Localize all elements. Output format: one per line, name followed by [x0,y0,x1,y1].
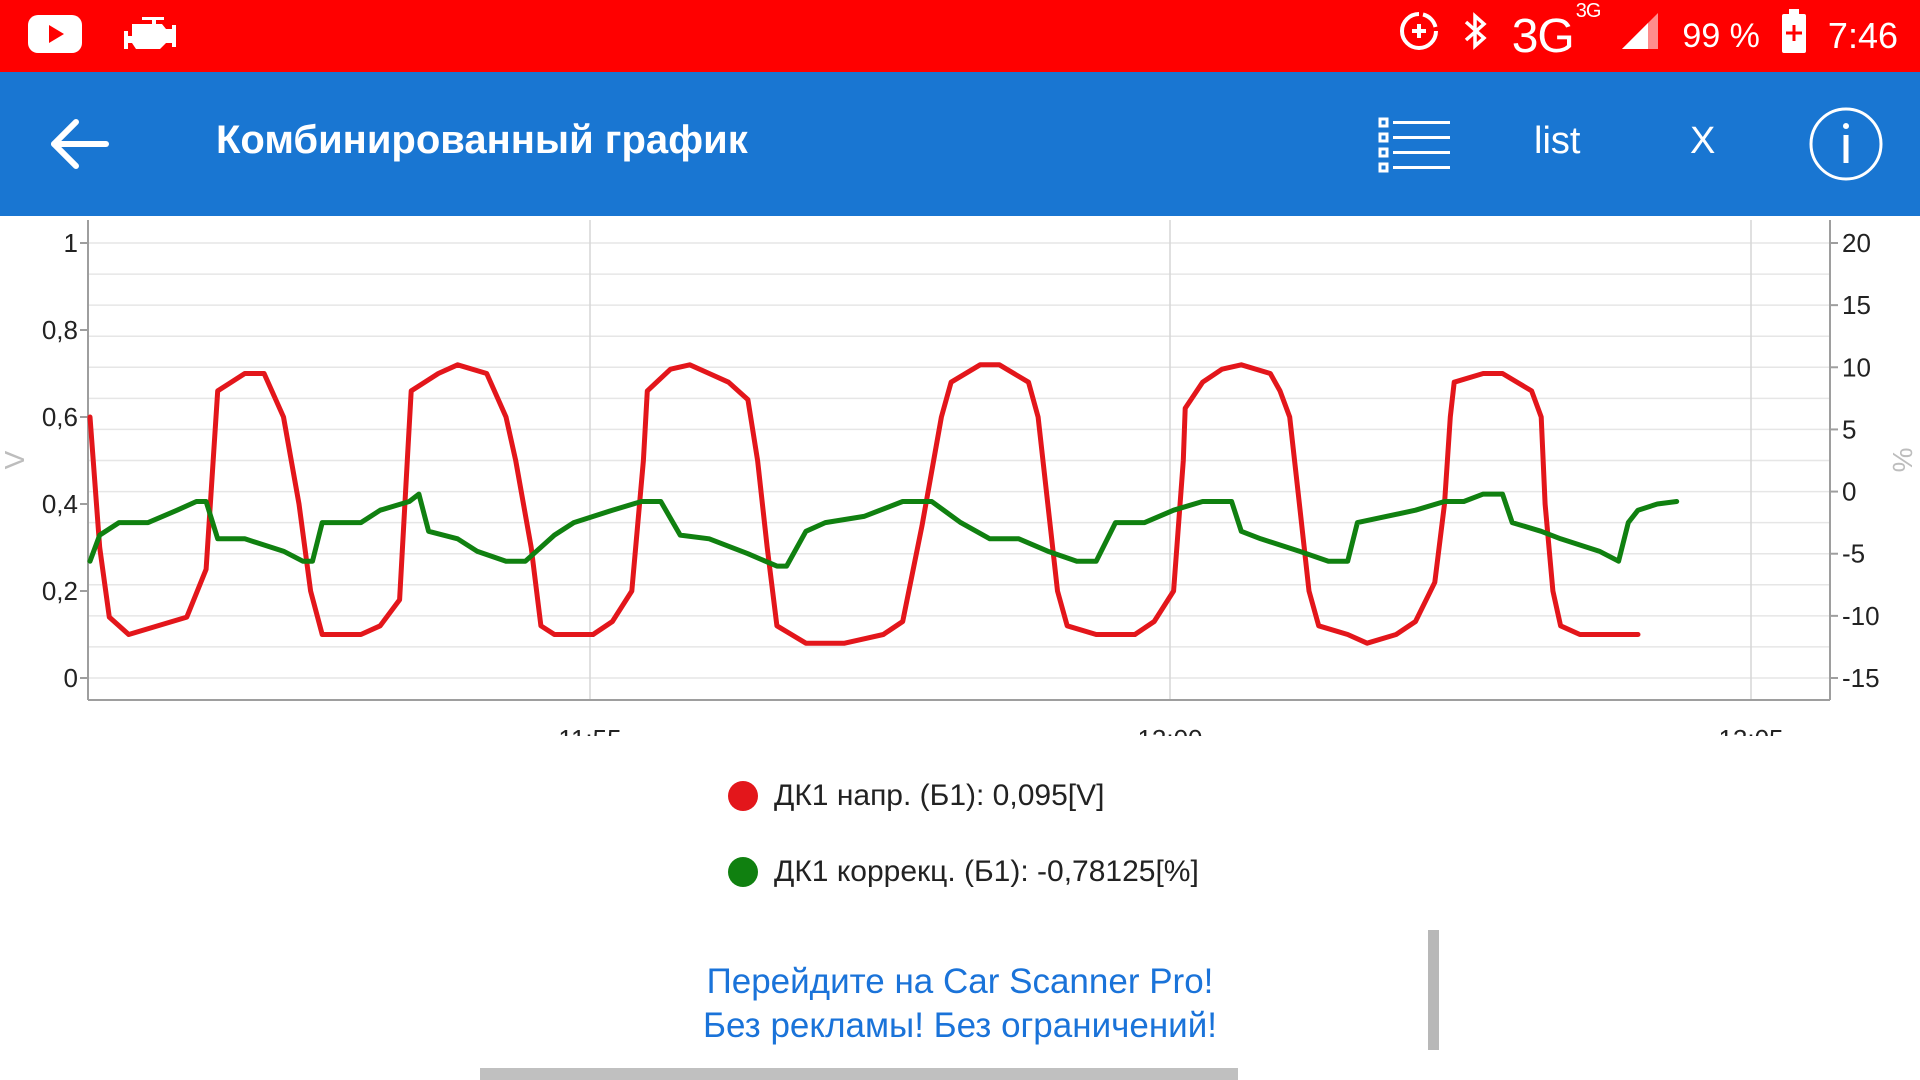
y-right-unit-label: % [1887,448,1918,473]
y-right-tick-label: -15 [1842,663,1880,693]
y-left-unit-label: V [0,450,30,469]
chart-legend: ДК1 напр. (Б1): 0,095[V] ДК1 коррекц. (Б… [728,776,1199,928]
y-right-tick-label: 10 [1842,352,1871,382]
chart-svg[interactable]: 0 0,2 0,4 0,6 0,8 1 -15 -10 -5 0 5 10 15 20 11:55 12:00… [0,216,1920,754]
legend-dot-correction [728,857,758,887]
status-bar: 3G 3G 99 % 7:46 [0,0,1920,72]
list-icon [1378,117,1450,173]
promo-line-2[interactable]: Без рекламы! Без ограничений! [703,1006,1217,1045]
x-tick-label: 12:05 [1718,724,1783,736]
legend-text-voltage: ДК1 напр. (Б1): 0,095[V] [774,779,1105,812]
y-right-tick-label: 15 [1842,290,1871,320]
y-right-tick-label: 0 [1842,477,1856,507]
battery-charging-icon [1781,9,1806,63]
series-line-correction [87,491,1680,569]
scroll-indicator-horizontal [480,1068,1238,1080]
network-type: 3G 3G [1511,0,1602,64]
youtube-icon [28,14,82,58]
combined-chart[interactable]: 0 0,2 0,4 0,6 0,8 1 -15 -10 -5 0 5 10 15 20 11:55 12:00… [0,216,1920,754]
network-label: 3G [1511,9,1575,63]
page-title: Комбинированный график [216,118,748,162]
promo-banner[interactable]: Перейдите на Car Scanner Pro! Без реклам… [540,960,1380,1048]
x-tick-label: 12:00 [1137,724,1202,736]
y-right-tick-label: 20 [1842,228,1871,258]
chart-series [87,362,1680,646]
data-saver-icon [1398,10,1440,62]
y-right-tick-label: -10 [1842,601,1880,631]
close-button[interactable]: X [1690,120,1716,162]
list-button[interactable]: list [1534,120,1581,162]
y-left-tick-label: 0 [64,663,78,693]
legend-dot-voltage [728,781,758,811]
legend-item-correction: ДК1 коррекц. (Б1): -0,78125[%] [728,852,1199,892]
arrow-left-icon [51,119,109,169]
chart-grid [88,220,1830,700]
bluetooth-icon [1462,10,1490,62]
chart-labels: 0 0,2 0,4 0,6 0,8 1 -15 -10 -5 0 5 10 15 20 11:55 12:00… [0,228,1918,754]
promo-line-1[interactable]: Перейдите на Car Scanner Pro! [706,962,1214,1001]
y-right-tick-label: -5 [1842,539,1865,569]
chart-axes [80,220,1838,701]
clock: 7:46 [1827,15,1898,56]
info-button[interactable] [1808,106,1884,182]
y-left-tick-label: 0,6 [42,402,78,432]
list-view-button[interactable] [1378,116,1452,174]
y-left-tick-label: 0,4 [42,489,78,519]
info-icon [1809,107,1883,181]
y-left-tick-label: 0,8 [42,315,78,345]
battery-percent: 99 % [1682,16,1760,55]
check-engine-icon [122,16,178,57]
app-bar: Комбинированный график list X [0,72,1920,216]
scroll-indicator-vertical [1428,930,1439,1050]
y-left-tick-label: 0,2 [42,576,78,606]
signal-icon [1620,11,1660,61]
y-right-tick-label: 5 [1842,414,1856,444]
legend-text-correction: ДК1 коррекц. (Б1): -0,78125[%] [774,855,1199,888]
series-line-voltage [87,362,1641,646]
y-left-tick-label: 1 [64,228,78,258]
back-button[interactable] [48,114,118,174]
legend-item-voltage: ДК1 напр. (Б1): 0,095[V] [728,776,1199,816]
network-superscript: 3G [1575,0,1602,22]
x-tick-label: 11:55 [558,724,621,736]
